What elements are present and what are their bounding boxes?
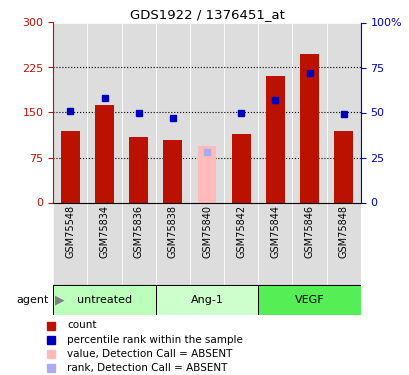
Text: GSM75844: GSM75844 (270, 205, 280, 258)
Bar (258, 285, 360, 315)
Text: untreated: untreated (77, 295, 132, 305)
Bar (95, 105, 114, 202)
Text: GSM75838: GSM75838 (167, 205, 178, 258)
Bar (224, 22, 258, 202)
Bar (163, 140, 182, 202)
Bar (129, 136, 148, 202)
Text: GSM75834: GSM75834 (99, 205, 109, 258)
Bar (155, 202, 189, 285)
Bar (258, 202, 292, 285)
Text: GSM75848: GSM75848 (338, 205, 348, 258)
Text: GSM75842: GSM75842 (236, 205, 246, 258)
Text: value, Detection Call = ABSENT: value, Detection Call = ABSENT (67, 349, 232, 358)
Bar (292, 22, 326, 202)
Text: GSM75846: GSM75846 (304, 205, 314, 258)
Text: GSM75548: GSM75548 (65, 205, 75, 258)
Bar (299, 54, 318, 202)
Text: rank, Detection Call = ABSENT: rank, Detection Call = ABSENT (67, 363, 227, 373)
Text: count: count (67, 321, 97, 330)
Title: GDS1922 / 1376451_at: GDS1922 / 1376451_at (129, 8, 284, 21)
Bar (333, 130, 352, 203)
Bar (53, 285, 155, 315)
Text: GSM75836: GSM75836 (133, 205, 144, 258)
Text: GSM75840: GSM75840 (202, 205, 211, 258)
Text: percentile rank within the sample: percentile rank within the sample (67, 334, 243, 345)
Bar (224, 202, 258, 285)
Bar (121, 202, 155, 285)
Bar (189, 202, 224, 285)
Bar (265, 76, 284, 203)
Bar (53, 22, 87, 202)
Text: ▶: ▶ (55, 294, 65, 306)
Bar (197, 146, 216, 202)
Text: VEGF: VEGF (294, 295, 324, 305)
Bar (87, 202, 121, 285)
Bar (231, 134, 250, 202)
Bar (155, 285, 258, 315)
Text: agent: agent (17, 295, 49, 305)
Bar (292, 202, 326, 285)
Bar (189, 22, 224, 202)
Bar (258, 22, 292, 202)
Text: Ang-1: Ang-1 (190, 295, 223, 305)
Bar (61, 130, 80, 203)
Bar (155, 22, 189, 202)
Bar (87, 22, 121, 202)
Bar (326, 202, 360, 285)
Bar (121, 22, 155, 202)
Bar (326, 22, 360, 202)
Bar (53, 202, 87, 285)
